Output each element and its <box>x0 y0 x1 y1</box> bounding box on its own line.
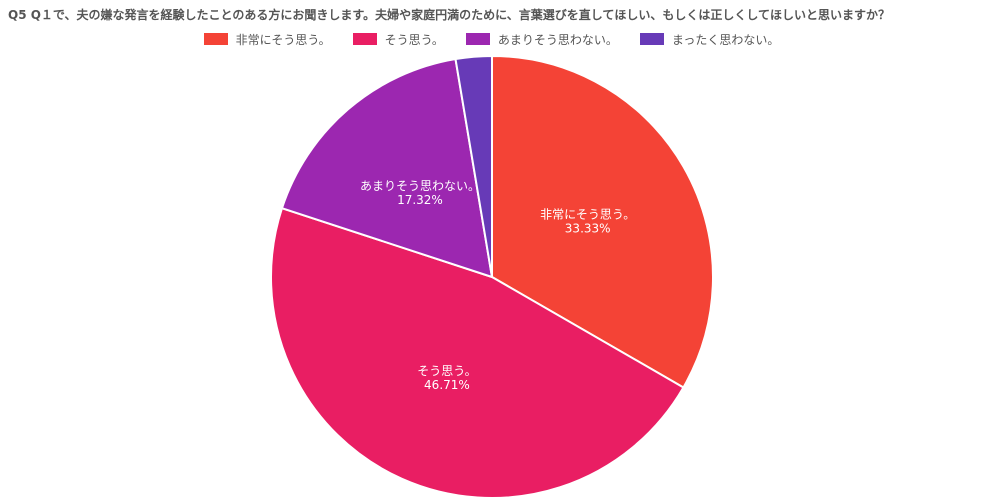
legend-item[interactable]: まったく思わない。 <box>639 31 780 48</box>
pie-slice[interactable] <box>454 54 493 278</box>
slice-label: あまりそう思わない。 <box>360 179 480 193</box>
legend-swatch <box>203 33 228 45</box>
legend-swatch <box>352 33 377 45</box>
legend-label: 非常にそう思う。 <box>235 32 331 47</box>
slice-value-label: 17.32% <box>397 193 443 207</box>
chart-title: Q5 Q１で、夫の嫌な発言を経験したことのある方にお聞きします。夫婦や家庭円満の… <box>8 8 891 22</box>
legend-label: そう思う。 <box>384 32 444 47</box>
legend-item[interactable]: あまりそう思わない。 <box>465 31 618 48</box>
slice-label: そう思う。 <box>417 364 476 378</box>
legend-label: あまりそう思わない。 <box>497 32 618 47</box>
legend-swatch <box>639 33 664 45</box>
chart-legend: 非常にそう思う。 そう思う。 あまりそう思わない。 まったく思わない。 <box>0 30 983 48</box>
slice-label: 非常にそう思う。 <box>540 208 635 222</box>
legend-swatch <box>465 33 490 45</box>
pie-slice[interactable] <box>280 57 494 279</box>
legend-label: まったく思わない。 <box>671 32 780 47</box>
pie-slice[interactable] <box>270 206 685 499</box>
legend-item[interactable]: そう思う。 <box>352 31 444 48</box>
slice-value-label: 33.33% <box>565 222 611 236</box>
pie-slice[interactable] <box>491 54 714 389</box>
slice-value-label: 46.71% <box>424 378 470 392</box>
legend-item[interactable]: 非常にそう思う。 <box>203 31 331 48</box>
